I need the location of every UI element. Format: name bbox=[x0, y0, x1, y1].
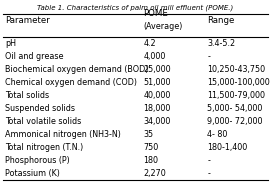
Text: Range: Range bbox=[207, 17, 235, 25]
Text: 4.2: 4.2 bbox=[143, 39, 156, 48]
Text: Parameter: Parameter bbox=[5, 17, 50, 25]
Text: 25,000: 25,000 bbox=[143, 65, 171, 74]
Text: Table 1. Characteristics of palm oil mill effluent (POME.): Table 1. Characteristics of palm oil mil… bbox=[37, 5, 234, 11]
Text: (Average): (Average) bbox=[143, 22, 183, 31]
Text: 51,000: 51,000 bbox=[143, 78, 171, 87]
Text: Biochemical oxygen demand (BOD): Biochemical oxygen demand (BOD) bbox=[5, 65, 149, 74]
Text: 4- 80: 4- 80 bbox=[207, 130, 228, 140]
Text: Suspended solids: Suspended solids bbox=[5, 105, 75, 113]
Text: 15,000-100,000: 15,000-100,000 bbox=[207, 78, 270, 87]
Text: Total nitrogen (T.N.): Total nitrogen (T.N.) bbox=[5, 143, 84, 153]
Text: Potassium (K): Potassium (K) bbox=[5, 169, 60, 179]
Text: Total solids: Total solids bbox=[5, 92, 50, 100]
Text: 11,500-79,000: 11,500-79,000 bbox=[207, 92, 265, 100]
Text: Ammonical nitrogen (NH3-N): Ammonical nitrogen (NH3-N) bbox=[5, 130, 121, 140]
Text: 9,000- 72,000: 9,000- 72,000 bbox=[207, 117, 263, 126]
Text: 750: 750 bbox=[143, 143, 159, 153]
Text: 35: 35 bbox=[143, 130, 154, 140]
Text: 40,000: 40,000 bbox=[143, 92, 171, 100]
Text: -: - bbox=[207, 52, 210, 61]
Text: Oil and grease: Oil and grease bbox=[5, 52, 64, 61]
Text: -: - bbox=[207, 169, 210, 179]
Text: Phosphorous (P): Phosphorous (P) bbox=[5, 156, 70, 166]
Text: 3.4-5.2: 3.4-5.2 bbox=[207, 39, 235, 48]
Text: 5,000- 54,000: 5,000- 54,000 bbox=[207, 105, 263, 113]
Text: 4,000: 4,000 bbox=[143, 52, 166, 61]
Text: 180-1,400: 180-1,400 bbox=[207, 143, 247, 153]
Text: POME: POME bbox=[143, 9, 168, 18]
Text: pH: pH bbox=[5, 39, 16, 48]
Text: Total volatile solids: Total volatile solids bbox=[5, 117, 82, 126]
Text: 2,270: 2,270 bbox=[143, 169, 166, 179]
Text: 34,000: 34,000 bbox=[143, 117, 171, 126]
Text: 18,000: 18,000 bbox=[143, 105, 171, 113]
Text: Chemical oxygen demand (COD): Chemical oxygen demand (COD) bbox=[5, 78, 137, 87]
Text: 180: 180 bbox=[143, 156, 159, 166]
Text: -: - bbox=[207, 156, 210, 166]
Text: 10,250-43,750: 10,250-43,750 bbox=[207, 65, 265, 74]
